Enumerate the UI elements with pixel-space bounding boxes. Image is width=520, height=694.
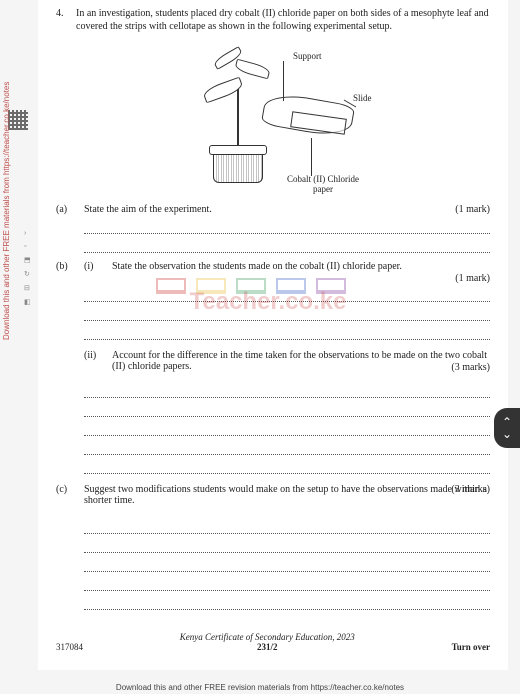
sidebar-download-note: Download this and other FREE materials f… xyxy=(2,82,11,340)
exam-page: 4. In an investigation, students placed … xyxy=(38,0,508,670)
part-b-i-text: State the observation the students made … xyxy=(112,261,402,272)
answer-line xyxy=(84,420,490,436)
answer-line xyxy=(84,286,490,302)
part-b-ii-marks: (3 marks) xyxy=(451,362,490,373)
pot-shape xyxy=(213,153,263,183)
answer-line xyxy=(84,324,490,340)
stem-shape xyxy=(237,85,239,145)
qr-code xyxy=(8,110,28,130)
part-b-ii-label: (ii) xyxy=(84,350,112,372)
answer-line xyxy=(84,218,490,234)
label-cobalt: Cobalt (II) Chloride paper xyxy=(283,175,363,195)
part-b-i-label: (i) xyxy=(84,261,112,272)
page-footer: 317084 Kenya Certificate of Secondary Ed… xyxy=(56,632,490,652)
answer-line xyxy=(84,401,490,417)
answer-line xyxy=(84,575,490,591)
diagram-container: Support Slide Cobalt (II) Chloride paper xyxy=(56,43,490,196)
bottom-download-note: Download this and other FREE revision ma… xyxy=(0,683,520,692)
answer-line xyxy=(84,382,490,398)
chevron-down-icon[interactable]: ⌄ xyxy=(502,428,512,440)
footer-center: Kenya Certificate of Secondary Education… xyxy=(83,632,452,652)
label-support: Support xyxy=(293,51,322,61)
part-c: (c) Suggest two modifications students w… xyxy=(56,484,490,610)
part-c-label: (c) xyxy=(56,484,84,610)
answer-line xyxy=(84,518,490,534)
part-a-label: (a) xyxy=(56,204,84,253)
scroll-nav-widget[interactable]: ⌃ ⌄ xyxy=(494,408,520,448)
question-number: 4. xyxy=(56,8,76,33)
footer-left: 317084 xyxy=(56,642,83,652)
footer-paper-code: 231/2 xyxy=(83,642,452,652)
pot-rim-shape xyxy=(209,145,267,155)
answer-line xyxy=(84,594,490,610)
experiment-diagram: Support Slide Cobalt (II) Chloride paper xyxy=(173,43,373,193)
part-a-marks: (1 mark) xyxy=(455,204,490,215)
part-b-label: (b) xyxy=(56,261,84,474)
part-b-ii-text: Account for the difference in the time t… xyxy=(112,350,487,372)
answer-line xyxy=(84,305,490,321)
part-a-text: State the aim of the experiment. xyxy=(84,204,212,215)
viewer-toolbar: ›▫⬒↻⊟◧ xyxy=(24,230,34,306)
answer-line xyxy=(84,537,490,553)
answer-line xyxy=(84,556,490,572)
question-intro-text: In an investigation, students placed dry… xyxy=(76,8,490,33)
answer-line xyxy=(84,439,490,455)
part-b: (b) (i) State the observation the studen… xyxy=(56,261,490,474)
support-leader-line xyxy=(283,61,284,101)
part-c-marks: (3 marks) xyxy=(451,484,490,495)
label-slide: Slide xyxy=(353,93,372,103)
part-a: (a) State the aim of the experiment. (1 … xyxy=(56,204,490,253)
part-b-i-marks: (1 mark) xyxy=(455,273,490,284)
part-c-text: Suggest two modifications students would… xyxy=(84,484,487,506)
question-intro: 4. In an investigation, students placed … xyxy=(56,8,490,33)
leaf-shape xyxy=(234,59,271,80)
answer-line xyxy=(84,237,490,253)
answer-line xyxy=(84,458,490,474)
cobalt-leader-line xyxy=(311,138,312,176)
footer-exam-title: Kenya Certificate of Secondary Education… xyxy=(180,632,355,642)
footer-right: Turn over xyxy=(452,642,490,652)
